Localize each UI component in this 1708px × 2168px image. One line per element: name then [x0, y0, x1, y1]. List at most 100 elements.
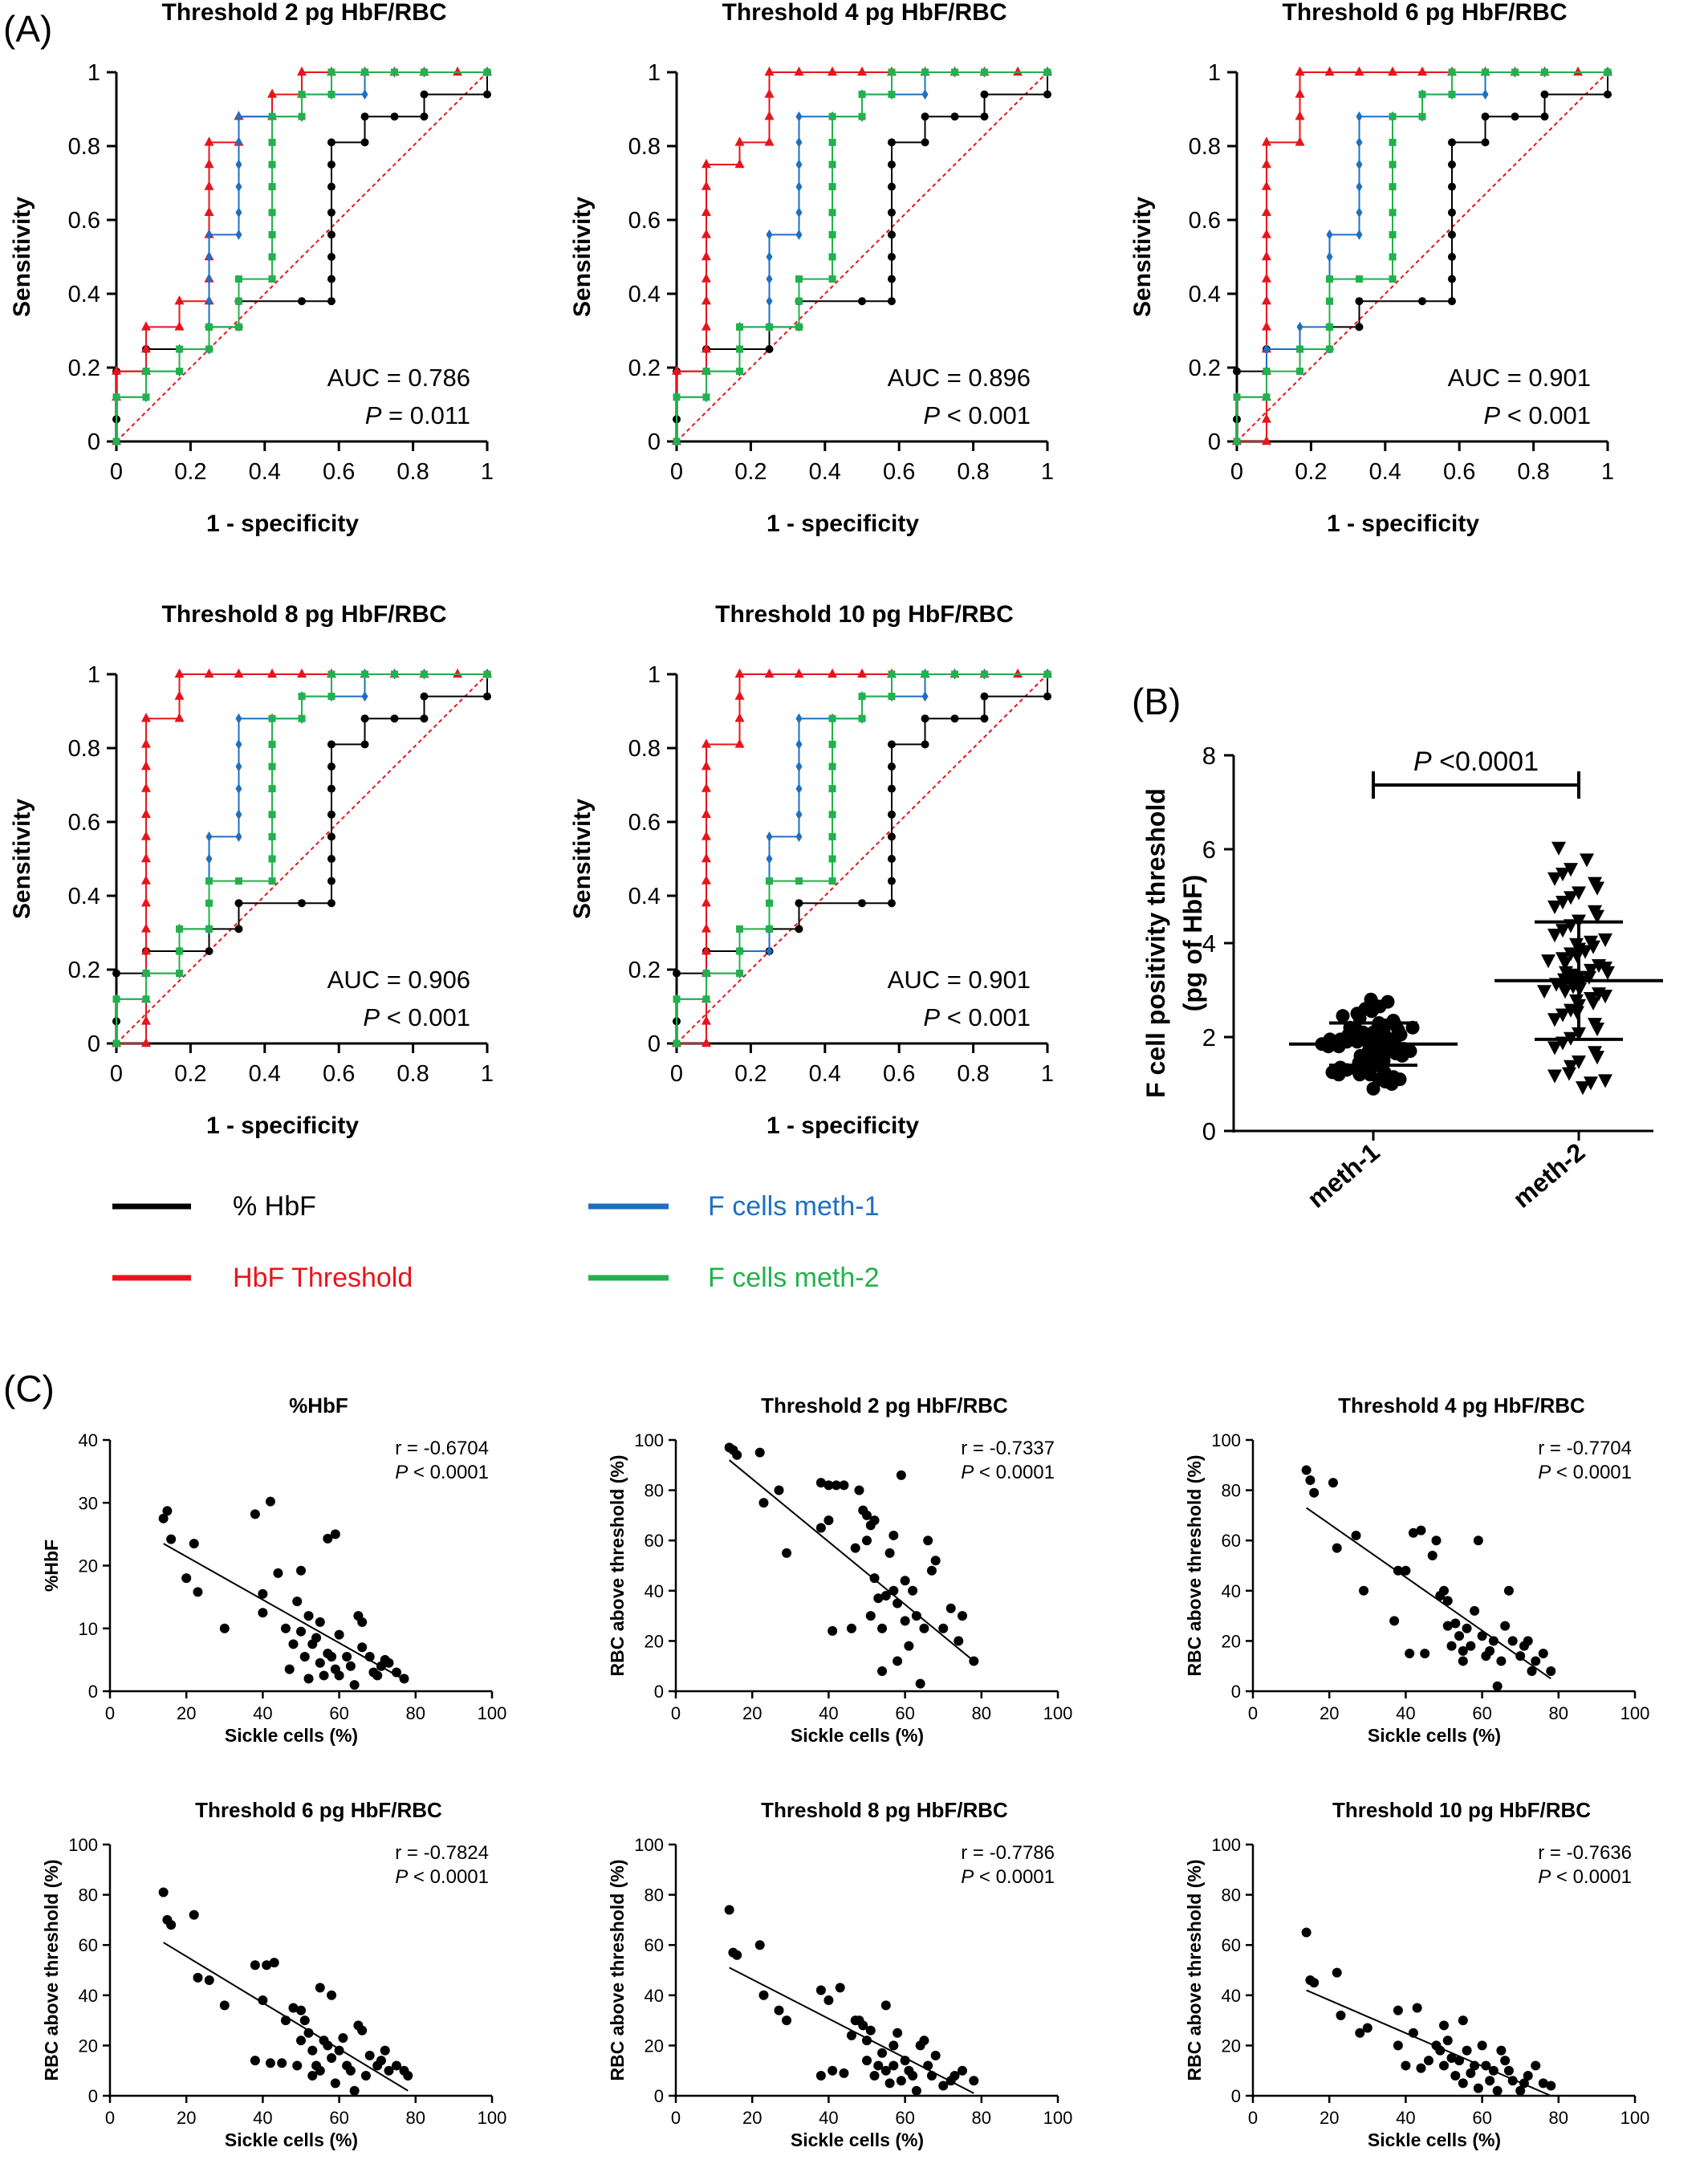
r-value-label: r = -0.7337: [961, 1438, 1055, 1459]
data-point: [1427, 1550, 1438, 1560]
x-tick-label: 0: [110, 1061, 123, 1087]
data-point: [112, 1039, 120, 1047]
data-point: [1431, 1535, 1442, 1546]
data-point: [702, 393, 710, 401]
data-point: [1261, 295, 1271, 305]
p-value: <0.0001: [1432, 746, 1539, 777]
auc-label: AUC = 0.786: [327, 364, 470, 392]
data-point: [357, 1617, 368, 1627]
data-point: [142, 393, 150, 401]
data-point: [1541, 954, 1556, 969]
data-point: [923, 2060, 933, 2071]
roc-chart-1: Threshold 2 pg HbF/RBC Sensitivity 1 - spe…: [9, 0, 494, 537]
data-point: [1296, 321, 1303, 332]
data-point: [921, 112, 929, 121]
data-point: [950, 2070, 960, 2081]
p-value-label: P < 0.0001: [1538, 1866, 1632, 1888]
legend-item-pct-hbf: % HbF: [112, 1191, 316, 1222]
data-point: [1604, 90, 1612, 99]
data-point: [701, 783, 711, 792]
data-point: [1446, 1641, 1457, 1651]
legend: % HbF HbF Threshold F cells meth-1 F cel…: [112, 1191, 880, 1293]
data-point: [1356, 159, 1363, 170]
data-point: [327, 275, 336, 283]
data-point: [1482, 89, 1489, 100]
data-point: [958, 2065, 967, 2076]
data-point: [267, 668, 278, 678]
y-tick-label: 0: [648, 429, 661, 455]
data-point: [268, 112, 276, 120]
data-point: [384, 1658, 394, 1668]
data-point: [734, 713, 745, 722]
p-value: < 0.001: [380, 1003, 470, 1031]
data-point: [296, 2005, 306, 2015]
data-point: [1263, 393, 1271, 401]
data-point: [766, 229, 773, 240]
data-point: [1470, 2060, 1480, 2071]
data-point: [1556, 952, 1570, 966]
data-point: [795, 159, 803, 170]
data-point: [1013, 66, 1023, 76]
data-point: [828, 855, 836, 863]
data-point: [1584, 935, 1598, 950]
data-point: [298, 91, 306, 99]
data-point: [1454, 2056, 1465, 2066]
data-point: [420, 692, 429, 701]
data-point: [1564, 947, 1578, 962]
data-point: [1515, 1651, 1526, 1662]
data-point: [483, 68, 491, 76]
data-point: [303, 1611, 314, 1621]
y-tick-label: 0.8: [68, 736, 100, 762]
data-point: [204, 1975, 214, 1986]
data-point: [724, 1905, 734, 1915]
data-point: [887, 230, 896, 239]
y-axis-label: RBC above threshold (%): [607, 1859, 628, 2081]
data-point: [734, 690, 745, 700]
data-point: [234, 925, 243, 934]
data-point: [292, 2060, 303, 2071]
data-point: [112, 995, 120, 1003]
data-point: [268, 275, 276, 283]
data-point: [174, 713, 185, 722]
data-point: [338, 2033, 348, 2044]
data-point: [887, 810, 896, 819]
data-point: [869, 1515, 880, 1526]
data-point: [702, 995, 710, 1003]
data-point: [969, 2076, 979, 2086]
panel-label-c: (C): [3, 1368, 55, 1409]
data-point: [758, 1990, 769, 2000]
data-point: [323, 1533, 333, 1544]
data-point: [1482, 68, 1490, 76]
data-point: [296, 1626, 306, 1637]
data-point: [193, 1587, 203, 1597]
data-point: [1261, 158, 1271, 169]
data-point: [795, 831, 803, 842]
reference-diagonal: [676, 673, 1048, 1044]
x-tick-label: 0.2: [174, 459, 206, 485]
reference-diagonal: [116, 71, 488, 442]
data-point: [921, 68, 929, 76]
data-point: [273, 1568, 283, 1578]
data-point: [904, 1641, 914, 1651]
data-point: [846, 1623, 856, 1633]
data-point: [1488, 1636, 1499, 1646]
data-point: [140, 831, 151, 840]
data-point: [1356, 181, 1363, 193]
data-point: [919, 1623, 929, 1633]
data-point: [1332, 1967, 1342, 1978]
data-point: [1598, 933, 1612, 947]
data-point: [1556, 924, 1570, 938]
p-value: < 0.0001: [974, 1462, 1055, 1483]
x-tick-label: 80: [1549, 2108, 1568, 2128]
p-value-label: P < 0.001: [923, 401, 1031, 429]
data-point: [1458, 2078, 1468, 2089]
data-point: [205, 323, 213, 331]
data-point: [794, 66, 804, 76]
data-point: [174, 690, 185, 700]
scatter-chart-5: Threshold 8 pg HbF/RBC 0 20 40 60 80 100 0 20 40 6…: [607, 1798, 1072, 2150]
x-tick-label: 0.2: [734, 459, 767, 485]
data-point: [1488, 2065, 1499, 2076]
charts: Threshold 2 pg HbF/RBC Sensitivity 1 - spe…: [9, 0, 1663, 2150]
data-point: [885, 2078, 895, 2089]
data-point: [764, 88, 775, 98]
